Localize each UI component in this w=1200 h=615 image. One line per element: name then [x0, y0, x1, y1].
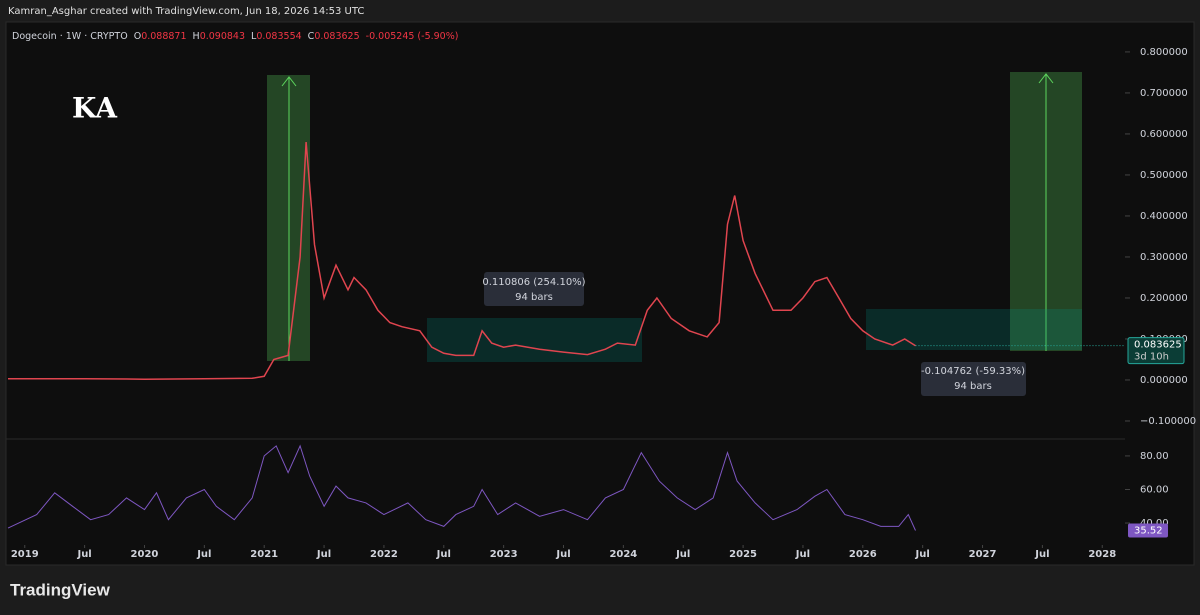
y-tick-label: 80.00 [1140, 451, 1169, 462]
legend-high: 0.090843 [200, 31, 245, 42]
price-tag-value: 0.083625 [1134, 340, 1182, 351]
legend-low: 0.083554 [256, 31, 301, 42]
x-tick-label: 2021 [250, 549, 278, 560]
x-tick-label: 2019 [11, 549, 39, 560]
legend-l-label: L [251, 31, 257, 42]
rsi-tag-value: 35.52 [1134, 526, 1163, 537]
measure-bars: 94 bars [515, 292, 553, 303]
legend-symbol: Dogecoin · 1W · CRYPTO [12, 31, 128, 42]
x-tick-label: Jul [196, 549, 211, 560]
legend-change: -0.005245 (-5.90%) [366, 31, 459, 42]
x-tick-label: Jul [76, 549, 91, 560]
x-tick-label: 2022 [370, 549, 398, 560]
legend: Dogecoin · 1W · CRYPTO O0.088871 H0.090843… [12, 31, 458, 42]
legend-o-label: O [134, 31, 141, 42]
x-tick-label: Jul [915, 549, 930, 560]
x-tick-label: Jul [555, 549, 570, 560]
y-tick-label: 0.700000 [1140, 88, 1188, 99]
legend-c-label: C [308, 31, 315, 42]
measure-box [921, 362, 1026, 396]
rsi-tag [1128, 523, 1168, 538]
measure-box [484, 272, 584, 306]
x-tick-label: Jul [1034, 549, 1049, 560]
price-line [8, 142, 916, 380]
legend-h-label: H [193, 31, 200, 42]
measure-value: -0.104762 (-59.33%) [921, 366, 1025, 377]
x-tick-label: Jul [675, 549, 690, 560]
x-tick-label: 2026 [849, 549, 877, 560]
y-tick-label: 0.000000 [1140, 375, 1188, 386]
y-tick-label: −0.100000 [1140, 416, 1196, 427]
y-tick-label: 0.800000 [1140, 47, 1188, 58]
x-tick-label: 2027 [969, 549, 997, 560]
x-tick-label: 2023 [490, 549, 518, 560]
logo: KA [72, 92, 118, 125]
arrow-head [281, 76, 297, 87]
x-tick-label: 2028 [1088, 549, 1116, 560]
arrow-head [1038, 73, 1054, 84]
footer-brand: TradingView [10, 580, 111, 599]
y-tick-label: 0.300000 [1140, 252, 1188, 263]
y-tick-label: 0.500000 [1140, 170, 1188, 181]
x-tick-label: Jul [795, 549, 810, 560]
x-tick-label: Jul [436, 549, 451, 560]
rsi-line [7, 444, 916, 531]
range-box [866, 309, 1082, 350]
legend-open: 0.088871 [141, 31, 186, 42]
x-tick-label: 2020 [131, 549, 159, 560]
measure-bars: 94 bars [954, 381, 992, 392]
legend-close: 0.083625 [314, 31, 359, 42]
y-tick-label: 40.00 [1140, 518, 1169, 529]
price-tag-countdown: 3d 10h [1134, 352, 1169, 363]
measure-value: 0.110806 (254.10%) [482, 277, 585, 288]
y-tick-label: 60.00 [1140, 484, 1169, 495]
chart-frame [5, 21, 1195, 566]
y-tick-label: 0.200000 [1140, 293, 1188, 304]
y-tick-label: 0.600000 [1140, 129, 1188, 140]
price-tag [1127, 337, 1185, 365]
x-tick-label: 2024 [609, 549, 637, 560]
x-tick-label: 2025 [729, 549, 757, 560]
header: Kamran_Asghar created with TradingView.c… [8, 6, 364, 17]
y-tick-label: 0.400000 [1140, 211, 1188, 222]
x-tick-label: Jul [316, 549, 331, 560]
